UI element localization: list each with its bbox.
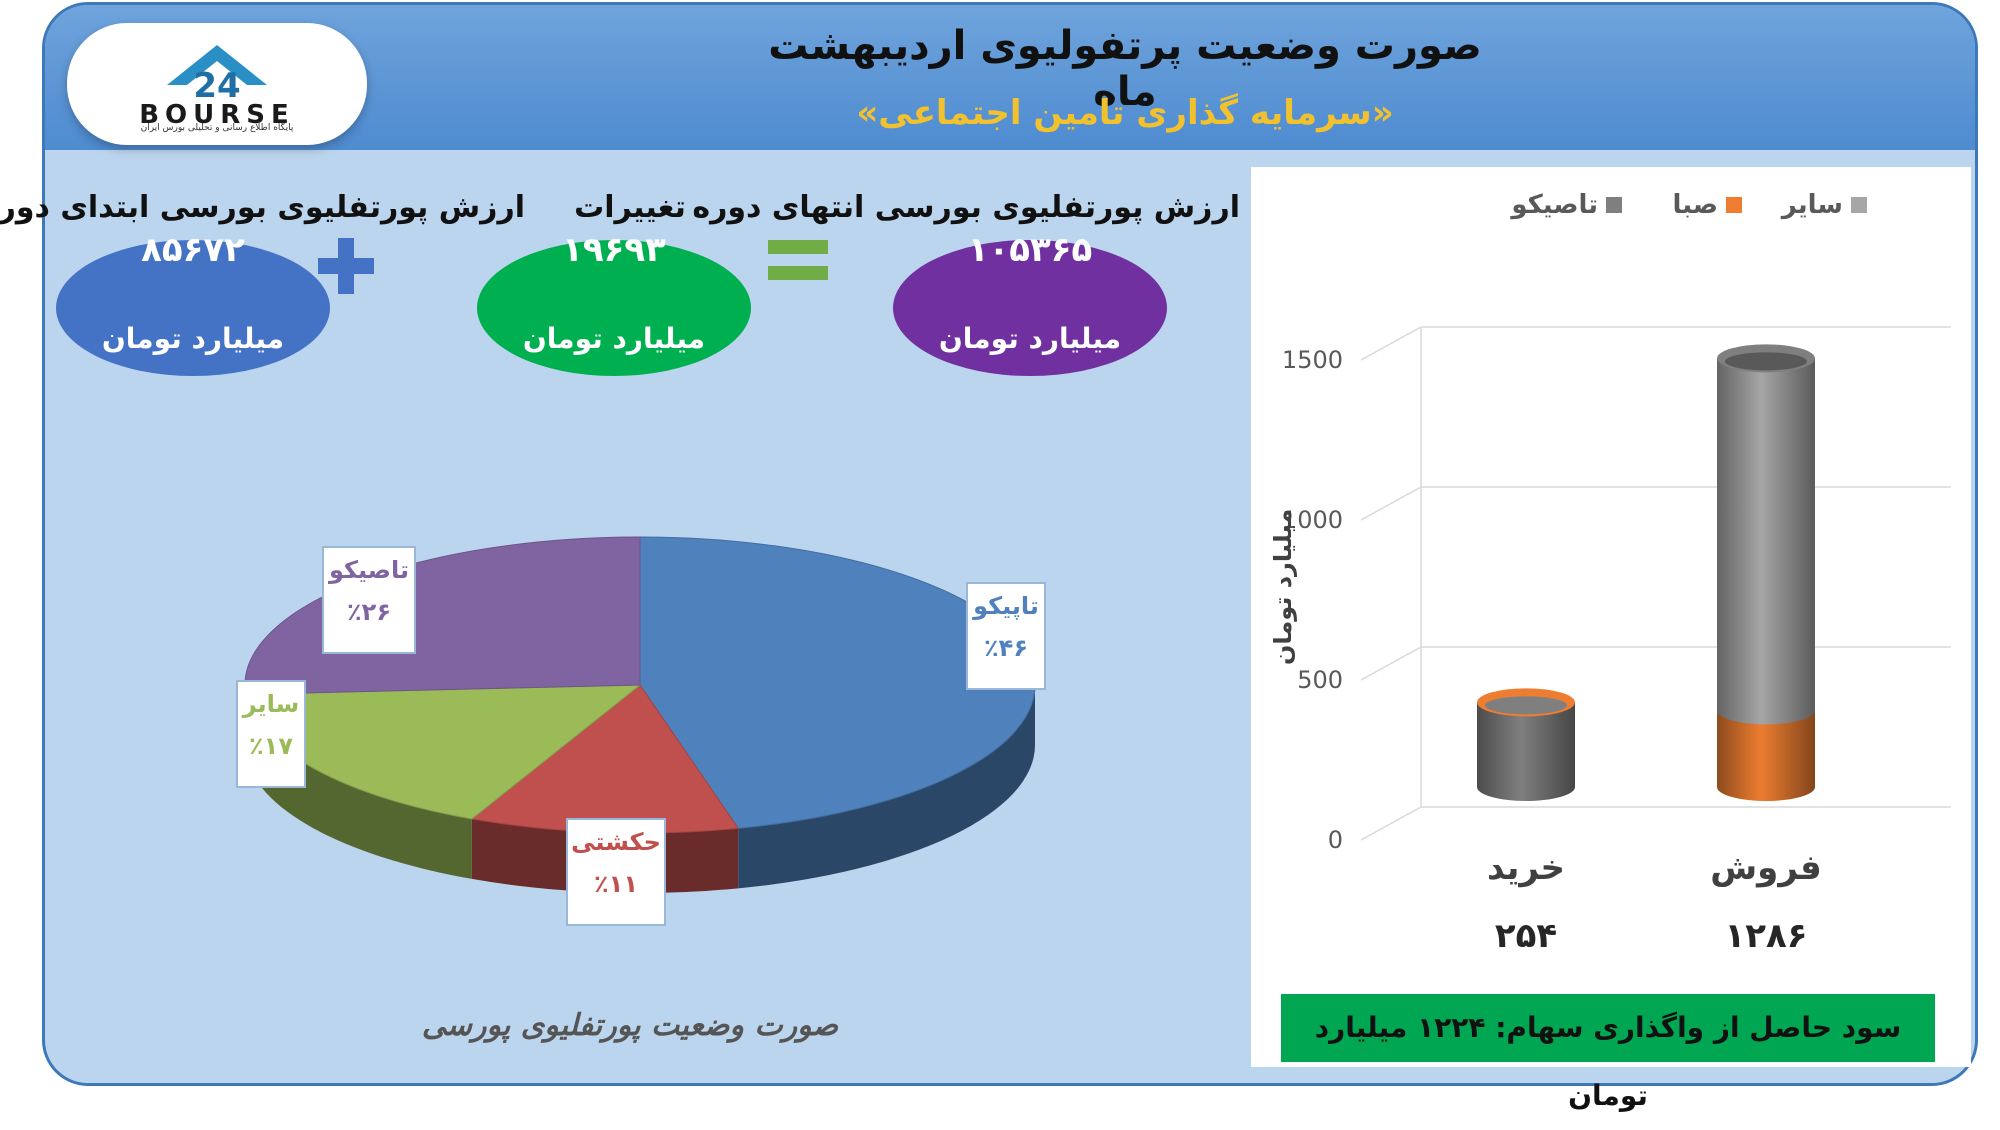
pie-slice-side-0 (738, 685, 1035, 889)
legend-swatch-0 (1606, 197, 1622, 213)
pie-slice-3 (244, 536, 641, 695)
category-total-1: ۱۲۸۶ (1724, 916, 1807, 956)
legend-label-1: صبا (1673, 190, 1719, 220)
pie-slice-side-2 (245, 694, 472, 879)
pie-label-hakashti-name: حکشتی (571, 828, 661, 856)
page-subtitle: «سرمایه گذاری تامین اجتماعی» (856, 93, 1394, 133)
category-label-1: فروش (1710, 848, 1821, 888)
pie-label-hakashti-pct: ٪۱۱ (594, 870, 638, 898)
change-value-unit: میلیارد تومان (522, 322, 706, 355)
grid-diag-1 (1360, 646, 1422, 681)
legend-swatch-1 (1726, 197, 1742, 213)
y-tick-label-2: 1000 (1282, 506, 1343, 534)
bar-1-series-2 (1717, 358, 1815, 725)
end-value: ۱۰۵۳۶۵ (967, 230, 1093, 270)
category-label-0: خرید (1487, 848, 1565, 888)
bar-1-series-1 (1717, 710, 1815, 801)
logo-subtext: پایگاه اطلاع رسانی و تحلیلی بورس ایران (140, 123, 294, 133)
end-value-unit: میلیارد تومان (938, 322, 1122, 355)
category-total-0: ۲۵۴ (1495, 916, 1557, 956)
pie-label-sayer-pct: ٪۱۷ (249, 732, 293, 760)
change-value: ۱۹۶۹۳ (562, 230, 666, 270)
bar-top-inner-1 (1725, 352, 1807, 371)
pie-caption: صورت وضعیت پورتفلیوی پورسی (421, 1008, 839, 1043)
y-axis-label: میلیارد تومان (1269, 509, 1297, 665)
pie-label-sayer-name: سایر (242, 690, 300, 718)
equals-icon (768, 240, 828, 254)
pie-label-tapico-pct: ٪۴۶ (984, 634, 1028, 662)
legend-label-2: سایر (1780, 190, 1843, 220)
start-value-label: ارزش پورتفلیوی بورسی ابتدای دوره (0, 190, 525, 225)
pie-label-sayer: سایر ٪۱۷ (236, 680, 306, 788)
legend-swatch-2 (1851, 197, 1867, 213)
bar-0-series-0 (1477, 702, 1575, 801)
change-value-oval: ۱۹۶۹۳ میلیارد تومان (477, 230, 751, 376)
start-value: ۸۵۶۷۲ (141, 230, 245, 270)
grid-diag-2 (1360, 486, 1422, 521)
pie-label-tapico-name: تاپیکو (973, 592, 1039, 620)
change-label: تغییرات (574, 190, 686, 225)
trade-bar-chart: 0 500 1000 1500 میلیارد تومان سایر صبا تاصیکو خر… (1269, 190, 1951, 956)
portfolio-pie-chart (244, 536, 1036, 893)
profit-banner: سود حاصل از واگذاری سهام: ۱۲۲۴ میلیارد ت… (1281, 994, 1935, 1112)
pie-label-tasico: تاصیکو ٪۲۶ (322, 546, 416, 654)
grid-diag-0 (1360, 806, 1422, 841)
start-value-oval: ۸۵۶۷۲ میلیارد تومان (56, 230, 330, 376)
bourse24-logo: 24 BOURSE پایگاه اطلاع رسانی و تحلیلی بو… (67, 23, 367, 145)
pie-label-tasico-name: تاصیکو (328, 556, 409, 584)
end-value-label: ارزش پورتفلیوی بورسی انتهای دوره (692, 190, 1240, 225)
pie-label-tasico-pct: ٪۲۶ (347, 598, 391, 626)
trade-chart-panel: 0 500 1000 1500 میلیارد تومان سایر صبا تاصیکو خر… (1251, 167, 1971, 1067)
pie-label-tapico: تاپیکو ٪۴۶ (966, 582, 1046, 690)
start-value-unit: میلیارد تومان (101, 322, 285, 355)
logo-text: BOURSE (139, 100, 295, 130)
equals-icon-lower (768, 266, 828, 280)
y-tick-label-1: 500 (1297, 666, 1343, 694)
legend-label-0: تاصیکو (1509, 190, 1598, 220)
plus-icon-vertical (338, 238, 354, 294)
y-tick-label-0: 0 (1328, 826, 1343, 854)
page-title: صورت وضعیت پرتفولیوی اردیبهشت ماه (768, 23, 1482, 115)
header-banner: 24 BOURSE پایگاه اطلاع رسانی و تحلیلی بو… (45, 5, 1975, 150)
bar-top-inner-0 (1485, 696, 1567, 715)
y-tick-label-3: 1500 (1282, 346, 1343, 374)
end-value-oval: ۱۰۵۳۶۵ میلیارد تومان (893, 230, 1167, 376)
pie-label-hakashti: حکشتی ٪۱۱ (566, 818, 666, 926)
grid-diag-3 (1360, 326, 1422, 361)
logo-number: 24 (193, 66, 240, 106)
logo-mark: 24 BOURSE (139, 45, 295, 130)
